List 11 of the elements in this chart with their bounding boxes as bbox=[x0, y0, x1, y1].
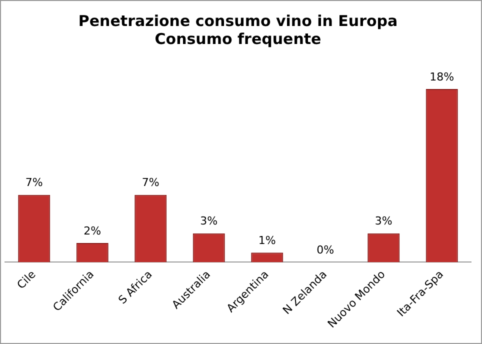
data-label: 1% bbox=[258, 234, 276, 247]
data-label: 0% bbox=[316, 244, 334, 257]
text: Penetrazione consumo vino in Europa bbox=[78, 12, 398, 30]
data-label: 3% bbox=[374, 214, 392, 228]
data-label: 18% bbox=[430, 70, 454, 84]
data-label: 7% bbox=[142, 176, 160, 190]
data-label: 3% bbox=[200, 214, 218, 228]
data-label: 2% bbox=[84, 224, 102, 238]
data-label: 7% bbox=[25, 176, 43, 190]
text: Consumo frequente bbox=[154, 30, 322, 48]
x-tick-label: Cile bbox=[14, 268, 38, 292]
